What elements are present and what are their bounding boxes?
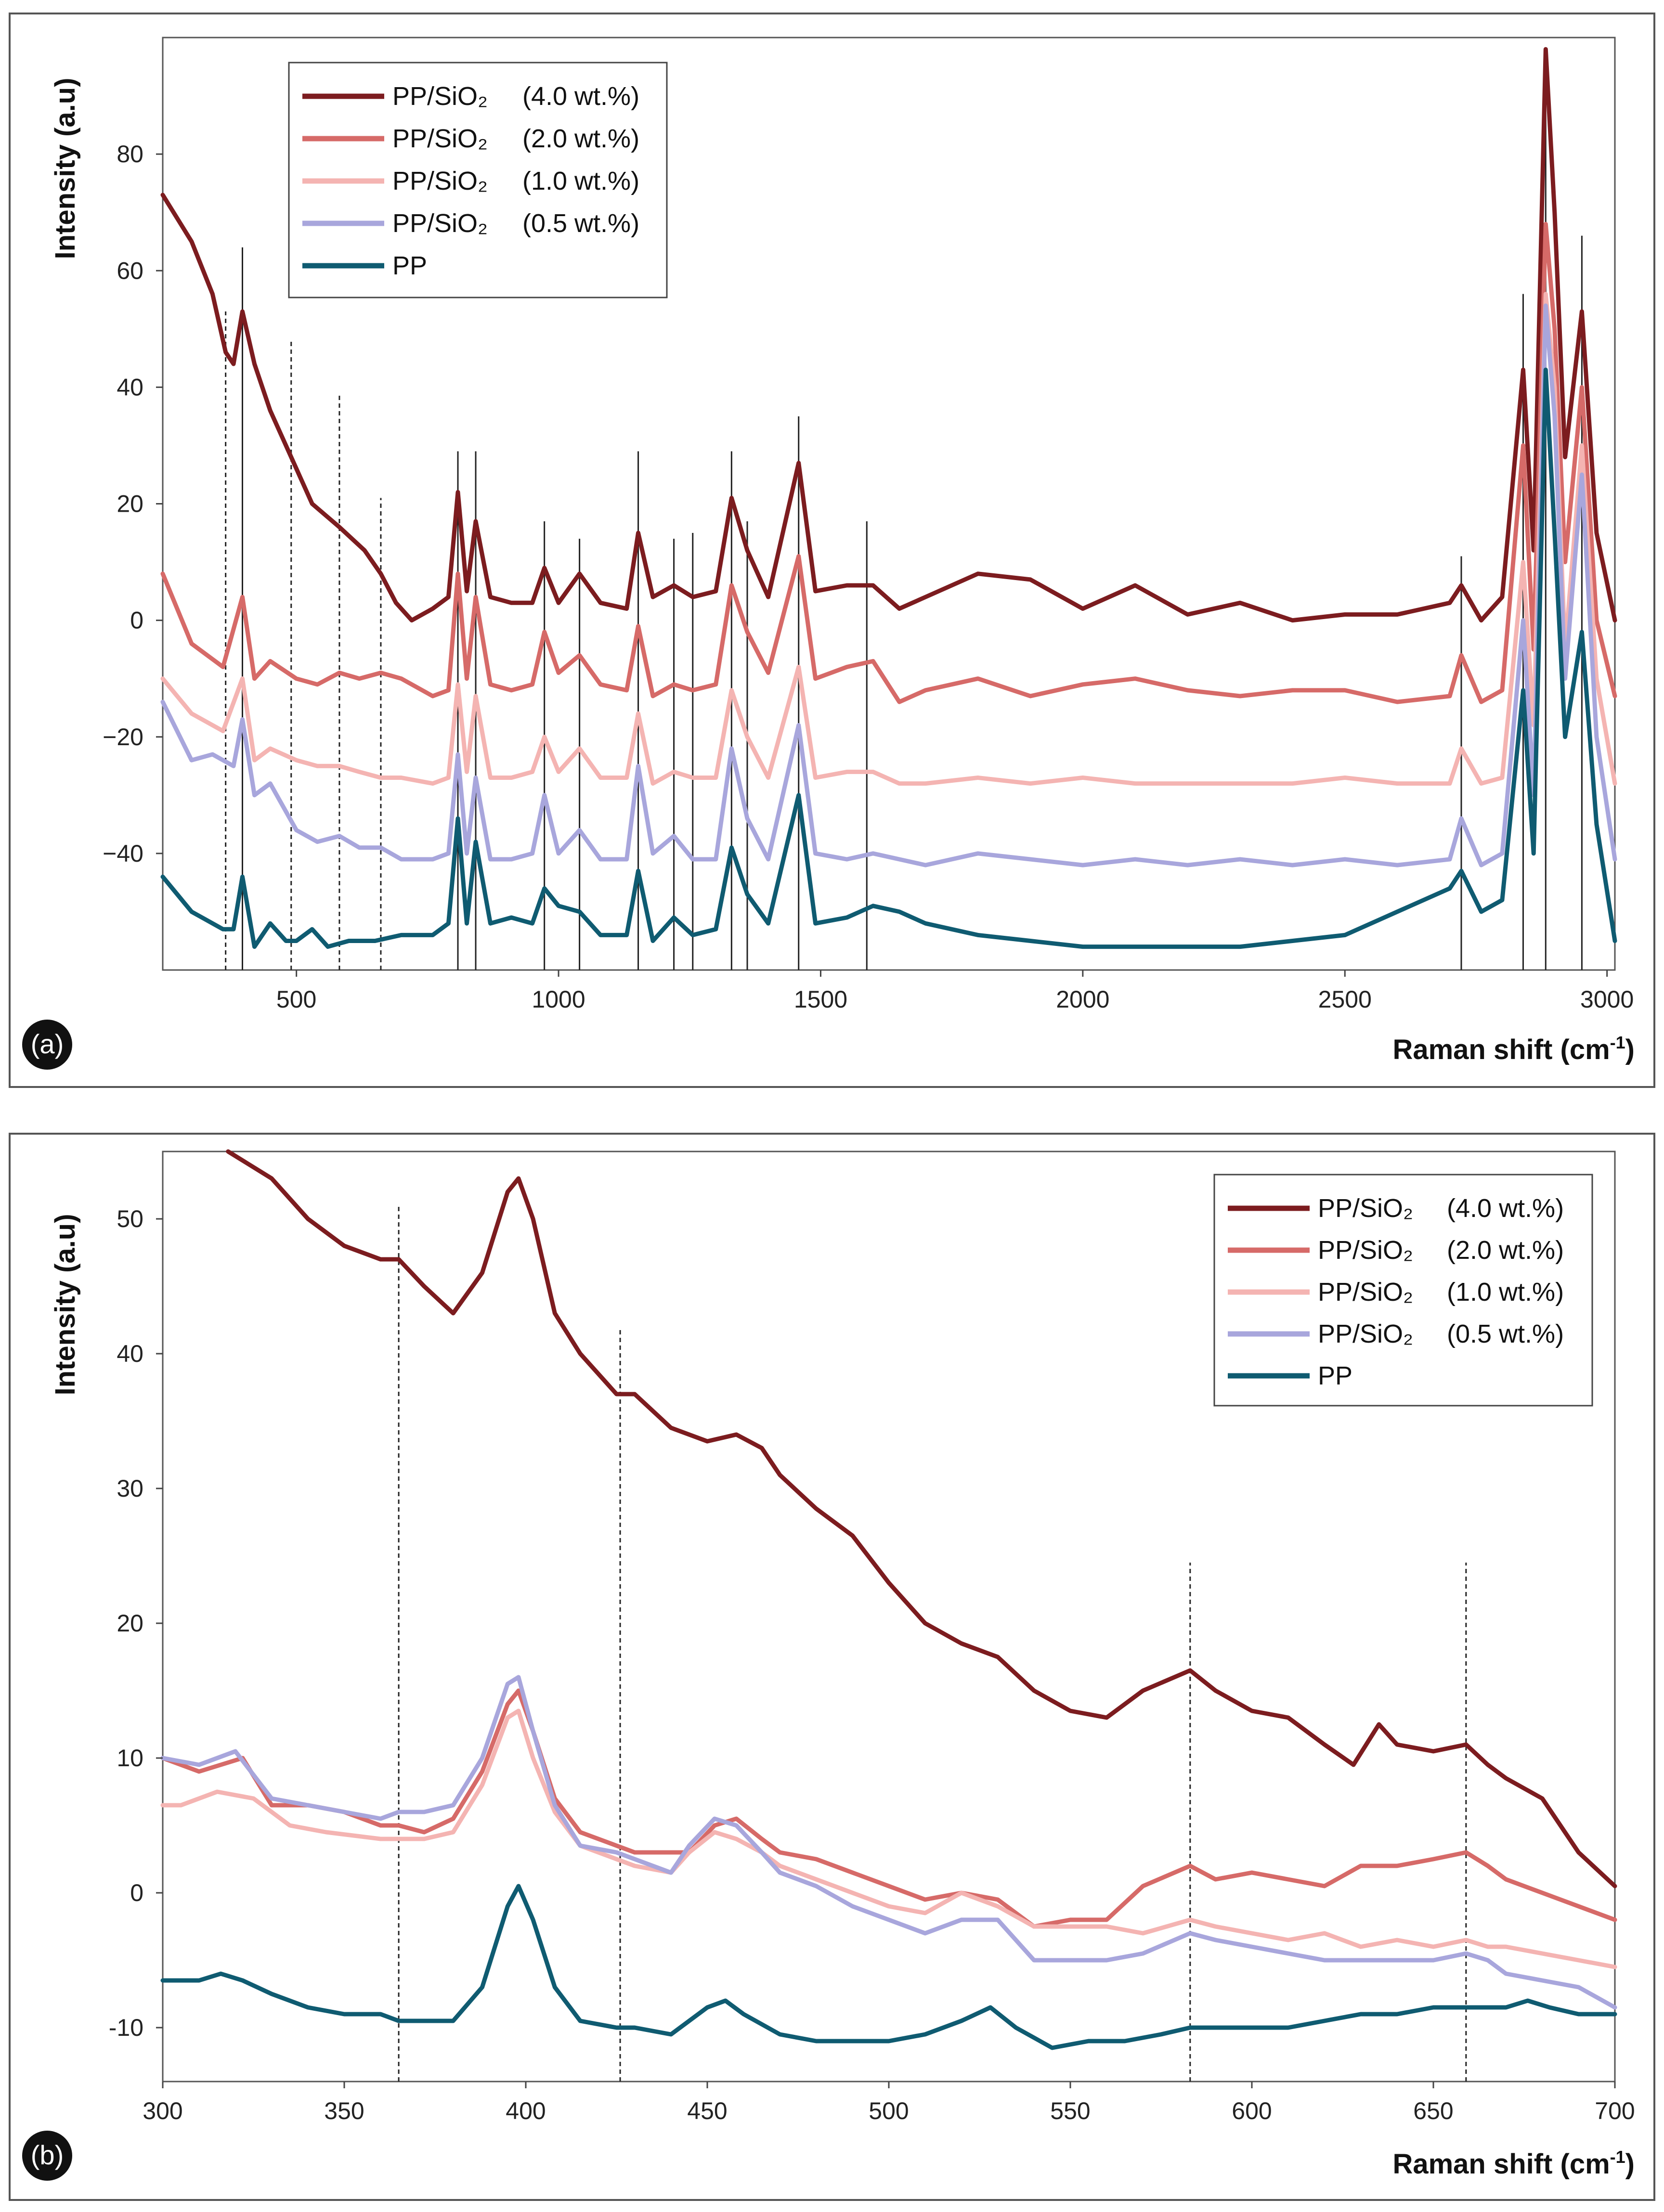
- series-line-0: [160, 47, 1617, 623]
- legend-entry: PP: [302, 251, 427, 280]
- legend-label: PP/SiO₂: [392, 82, 488, 111]
- panel-b-y-axis-title: Intensity (a.u): [50, 1214, 81, 1395]
- legend-label: PP/SiO₂: [392, 167, 488, 195]
- legend-entry: PP/SiO₂ (2.0 wt.%): [302, 124, 639, 153]
- panel-b-tag: (b): [22, 2131, 72, 2181]
- legend-label: PP/SiO₂: [1318, 1319, 1413, 1348]
- panel-b-tag-text: (b): [31, 2140, 64, 2170]
- y-tick-label: 60: [117, 257, 143, 284]
- panel-a-x-axis-title-sup: -1: [1610, 1033, 1625, 1052]
- panel-a-x-axis-title-close: ): [1625, 1034, 1635, 1065]
- panel-a-tag-circle: [22, 1020, 72, 1070]
- x-tick-label: 2000: [1056, 986, 1109, 1013]
- y-tick-label: −20: [103, 724, 143, 750]
- legend-label: PP/SiO₂: [392, 124, 488, 153]
- y-tick-label: 20: [117, 1610, 143, 1637]
- panel-a-legend: PP/SiO₂ (4.0 wt.%) PP/SiO₂ (2.0 wt.%) PP…: [288, 62, 668, 298]
- legend-label: PP/SiO₂: [392, 209, 488, 238]
- x-tick-label: 1000: [532, 986, 585, 1013]
- x-tick-label: 600: [1232, 2097, 1272, 2124]
- legend-entry: PP/SiO₂ (0.5 wt.%): [1228, 1319, 1564, 1348]
- x-tick-label: 1500: [794, 986, 847, 1013]
- legend-entry: PP/SiO₂ (2.0 wt.%): [1228, 1236, 1564, 1265]
- series-line-1: [160, 221, 1617, 704]
- y-tick-label: 80: [117, 141, 143, 168]
- legend-conc: (0.5 wt.%): [522, 209, 639, 238]
- series-line-3: [160, 303, 1617, 867]
- legend-label: PP: [1318, 1361, 1352, 1390]
- x-tick-label: 550: [1050, 2097, 1090, 2124]
- y-tick-label: 50: [117, 1205, 143, 1232]
- x-tick-label: 500: [869, 2097, 909, 2124]
- panel-a-series: [160, 47, 1617, 949]
- y-tick-label: 30: [117, 1475, 143, 1502]
- series-line-4: [160, 1884, 1617, 2050]
- panel-b-series: [160, 1149, 1617, 2050]
- y-tick-label: −40: [103, 840, 143, 867]
- x-tick-label: 400: [506, 2097, 546, 2124]
- legend-entry: PP/SiO₂ (1.0 wt.%): [302, 167, 639, 195]
- x-tick-label: 2500: [1318, 986, 1372, 1013]
- panel-b-legend: PP/SiO₂ (4.0 wt.%) PP/SiO₂ (2.0 wt.%) PP…: [1213, 1174, 1593, 1407]
- y-tick-label: -10: [109, 2014, 143, 2041]
- panel-a-tag-text: (a): [31, 1029, 64, 1059]
- panel-b-x-axis-title: Raman shift (cm-1): [1392, 2147, 1635, 2180]
- legend-label: PP/SiO₂: [1318, 1278, 1413, 1307]
- panel-b-x-axis-title-main: Raman shift (cm: [1392, 2148, 1610, 2180]
- legend-entry: PP: [1228, 1361, 1352, 1390]
- series-line-0: [226, 1149, 1617, 1889]
- y-tick-label: 20: [117, 491, 143, 517]
- x-tick-label: 450: [687, 2097, 727, 2124]
- legend-entry: PP/SiO₂ (0.5 wt.%): [302, 209, 639, 238]
- panel-b-ticks: 300 350 400 450 500 550 600 650 700 -10 0 10 20 30 40 5…: [109, 1205, 1635, 2124]
- panel-b-x-axis-title-close: ): [1625, 2148, 1635, 2180]
- panel-b: 300 350 400 450 500 550 600 650 700 -10 0 10 20 30 40 5…: [9, 1133, 1655, 2201]
- panel-a-peak-markers: [225, 84, 1583, 970]
- series-line-3: [160, 1675, 1617, 2010]
- panel-b-peak-markers: [398, 1205, 1467, 2082]
- legend-conc: (2.0 wt.%): [1447, 1236, 1564, 1265]
- legend-conc: (1.0 wt.%): [1447, 1278, 1564, 1307]
- panel-a-tag: (a): [22, 1020, 72, 1070]
- x-tick-label: 300: [143, 2097, 182, 2124]
- x-tick-label: 350: [324, 2097, 364, 2124]
- panel-a-ticks: 500 1000 1500 2000 2500 3000 −40 −20 0 20 40 60 80: [103, 141, 1634, 1013]
- legend-conc: (4.0 wt.%): [522, 82, 639, 111]
- y-tick-label: 40: [117, 1340, 143, 1367]
- panel-b-legend-box: [1213, 1174, 1593, 1407]
- legend-entry: PP/SiO₂ (1.0 wt.%): [1228, 1278, 1564, 1307]
- panel-b-tag-letter: b: [39, 2140, 54, 2170]
- y-tick-label: 40: [117, 374, 143, 401]
- panel-a-frame: [9, 13, 1655, 1088]
- panel-b-tag-circle: [22, 2131, 72, 2181]
- series-line-4: [160, 367, 1617, 949]
- panel-a-x-axis-title: Raman shift (cm-1): [1392, 1033, 1635, 1065]
- panel-a: 500 1000 1500 2000 2500 3000 −40 −20 0 20 40 60 80 I…: [9, 13, 1655, 1088]
- legend-label: PP/SiO₂: [1318, 1236, 1413, 1265]
- legend-conc: (4.0 wt.%): [1447, 1194, 1564, 1223]
- panel-a-y-axis-title: Intensity (a.u): [50, 78, 81, 259]
- legend-label: PP/SiO₂: [1318, 1194, 1413, 1223]
- y-tick-label: 10: [117, 1745, 143, 1772]
- panel-a-tag-letter: a: [39, 1029, 55, 1059]
- legend-label: PP: [392, 251, 427, 280]
- legend-conc: (0.5 wt.%): [1447, 1319, 1564, 1348]
- y-tick-label: 0: [130, 1879, 143, 1906]
- x-tick-label: 3000: [1580, 986, 1634, 1013]
- legend-entry: PP/SiO₂ (4.0 wt.%): [302, 82, 639, 111]
- series-line-2: [160, 292, 1617, 786]
- series-line-1: [160, 1688, 1617, 1929]
- x-tick-label: 500: [276, 986, 316, 1013]
- x-tick-label: 650: [1413, 2097, 1453, 2124]
- panel-b-x-axis-title-sup: -1: [1610, 2147, 1625, 2167]
- legend-conc: (2.0 wt.%): [522, 124, 639, 153]
- x-tick-label: 700: [1595, 2097, 1635, 2124]
- y-tick-label: 0: [130, 607, 143, 634]
- panel-a-x-axis-title-main: Raman shift (cm: [1392, 1034, 1610, 1065]
- legend-entry: PP/SiO₂ (4.0 wt.%): [1228, 1194, 1564, 1223]
- series-line-2: [160, 1708, 1617, 1969]
- legend-conc: (1.0 wt.%): [522, 167, 639, 195]
